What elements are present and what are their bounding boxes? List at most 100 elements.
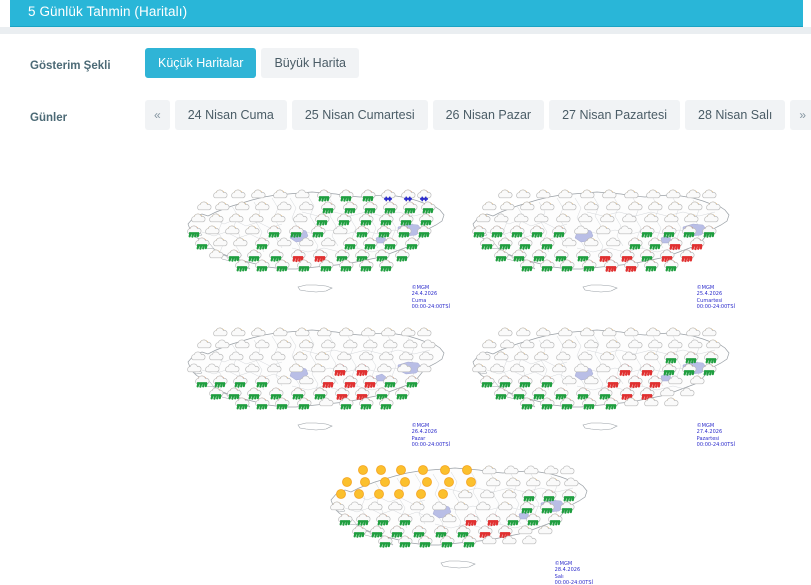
weather-icon-rainheavy [335,387,350,401]
weather-icon-rain [530,225,545,238]
weather-icon-rainheavy [464,513,479,527]
weather-icon-rain [512,249,527,262]
map-stamp-1: ©MGM 25.4.2026 Cumartesi 00:00-24:00TSİ [697,285,735,310]
weather-icon-rain [640,225,655,238]
forecast-map-1[interactable]: ©MGM 25.4.2026 Cumartesi 00:00-24:00TSİ [457,172,737,312]
weather-icon-rainheavy [486,513,501,527]
map-credit-1: ©MGM [696,285,715,292]
day-button-26-nisan-pazar[interactable]: 26 Nisan Pazar [432,100,545,130]
weather-icon-partly [498,501,513,511]
map-credit-2: ©MGM [411,423,430,430]
forecast-map-2[interactable]: ©MGM 26.4.2026 Pazar 00:00-24:00TSİ [172,310,452,450]
weather-icon-rain [343,201,358,214]
weather-icon-partly [516,327,531,337]
forecast-map-3[interactable]: ©MGM 27.4.2026 Pazartesi 00:00-24:00TSİ [457,310,737,450]
days-prev-button[interactable]: « [145,100,170,130]
weather-icon-partly [648,201,663,211]
weather-icon-rain [542,489,557,502]
weather-icon-cloudy [502,535,517,545]
weather-icon-cloudy [187,363,202,373]
weather-icon-rain [275,397,290,410]
map-stamp-0: ©MGM 24.4.2026 Cuma 00:00-24:00TSİ [412,285,450,310]
day-button-28-nisan-sali[interactable]: 28 Nisan Salı [685,100,786,130]
weather-icon-rain [379,397,394,410]
turkey-map-svg-1 [457,172,737,312]
weather-icon-cloudy [574,225,589,235]
weather-icon-partly [273,189,288,199]
weather-icon-rain [498,375,513,388]
weather-icon-partly [295,327,310,337]
weather-icon-partly [197,339,212,349]
weather-icon-rain [321,201,336,214]
weather-icon-cloudy [668,339,683,349]
weather-icon-sunny [466,477,476,487]
weather-icon-partly [339,327,354,337]
weather-icon-partly [602,189,617,199]
weather-icon-sunny [394,489,404,499]
weather-icon-partly [494,351,509,361]
display-mode-small-maps-button[interactable]: Küçük Haritalar [145,48,257,78]
weather-icon-rain [379,259,394,272]
weather-icon-partly [213,189,228,199]
weather-icon-partly [498,327,513,337]
weather-icon-partly [644,397,659,407]
weather-icon-partly [514,351,529,361]
weather-icon-partly [584,201,599,211]
weather-icon-rainheavy [313,249,328,263]
header-underline [0,27,811,34]
weather-icon-rain [395,249,410,262]
map-stamp-2: ©MGM 26.4.2026 Pazar 00:00-24:00TSİ [412,423,450,448]
weather-icon-rain [375,387,390,400]
weather-icon-rain [532,387,547,400]
weather-icon-partly [666,189,681,199]
weather-icon-rain [522,489,537,502]
turkey-map-svg-3 [457,310,737,450]
weather-icon-cloudy [191,351,206,361]
weather-icon-sunny [440,465,450,475]
weather-icon-sunny [360,477,370,487]
weather-icon-partly [251,189,266,199]
weather-icon-sunny [418,465,428,475]
weather-icon-cloudy [540,339,555,349]
weather-icon-cloudy [688,339,703,349]
day-button-27-nisan-pazartesi[interactable]: 27 Nisan Pazartesi [549,100,680,130]
weather-icon-cloudy [321,237,336,247]
weather-icon-rain [598,387,613,400]
maps-grid: ©MGM 24.4.2026 Cuma 00:00-24:00TSİ ©MGM … [10,146,803,585]
weather-icon-partly [562,201,577,211]
weather-icon-sunny [438,489,448,499]
weather-icon-partly [293,351,308,361]
weather-icon-partly [624,189,639,199]
map-day-4: Salı [554,573,564,580]
weather-icon-partly [213,327,228,337]
weather-icon-rain [494,387,509,400]
weather-icon-partly [644,213,659,223]
forecast-map-4[interactable]: ©MGM 28.4.2026 Salı 00:00-24:00TSİ [315,448,595,585]
weather-icon-rainheavy [690,237,705,251]
weather-icon-rainheavy [604,259,619,273]
weather-icon-sunny [462,465,472,475]
weather-icon-rain [397,225,412,238]
weather-icon-cloudy [524,465,539,475]
weather-icon-rain [395,387,410,400]
weather-icon-rain [356,513,371,526]
weather-icon-cloudy [544,465,559,475]
weather-icon-rainheavy [620,249,635,263]
weather-icon-rain [480,237,495,250]
day-button-25-nisan-cumartesi[interactable]: 25 Nisan Cumartesi [291,100,428,130]
weather-icon-rainheavy [355,363,370,377]
weather-icon-cloudy [476,351,491,361]
weather-icon-rain [361,189,376,202]
weather-icon-cloudy [680,387,695,397]
weather-icon-rain [398,535,413,548]
weather-icon-partly [552,363,567,373]
weather-icon-rain [604,397,619,410]
panel-header: 5 Günlük Tahmin (Haritalı) [10,0,803,27]
day-button-24-nisan-cuma[interactable]: 24 Nisan Cuma [174,100,287,130]
forecast-map-0[interactable]: ©MGM 24.4.2026 Cuma 00:00-24:00TSİ [172,172,452,312]
weather-icon-rain [520,259,535,272]
days-next-button[interactable]: » [790,100,811,130]
weather-icon-rain [291,387,306,400]
map-date-4: 28.4.2026 [554,567,581,574]
display-mode-large-map-button[interactable]: Büyük Harita [261,48,360,78]
